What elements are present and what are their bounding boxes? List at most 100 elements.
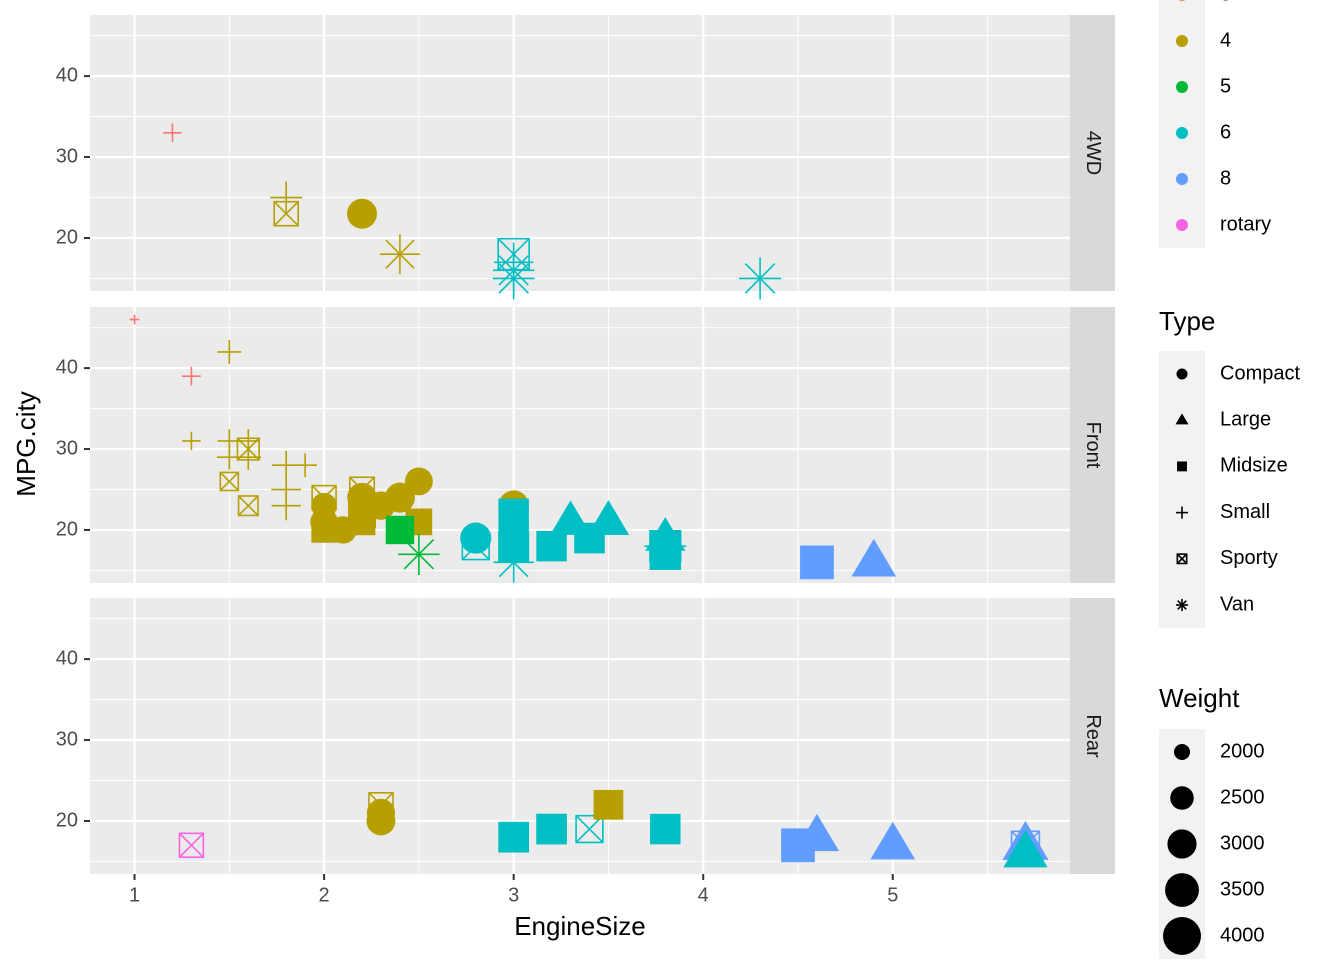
y-tick-label: 20 <box>56 809 78 831</box>
point-shape <box>1176 368 1188 380</box>
y-tick-label: 20 <box>56 226 78 248</box>
point-shape <box>851 538 897 577</box>
point-shape <box>794 813 840 852</box>
legend-key <box>1175 413 1189 425</box>
legend-label: 2500 <box>1220 786 1265 808</box>
legend-label: 3000 <box>1220 832 1265 854</box>
point <box>460 522 492 554</box>
point-shape <box>236 437 260 461</box>
point-shape <box>649 530 681 562</box>
facet-label: Rear <box>1082 714 1104 758</box>
legend-label: 5 <box>1220 75 1231 97</box>
legend-key <box>1176 35 1188 47</box>
point-shape <box>237 495 259 516</box>
point-shape <box>366 806 396 836</box>
point <box>398 533 440 575</box>
point <box>270 181 303 214</box>
panel-background <box>90 15 1070 291</box>
point <box>498 821 529 853</box>
point <box>575 814 604 844</box>
point-shape <box>536 813 567 845</box>
legend-title: Weight <box>1159 683 1240 713</box>
facet-strip <box>1070 307 1115 583</box>
point-shape <box>347 198 378 229</box>
x-axis-title: EngineSize <box>514 911 646 941</box>
legend-key-background <box>1159 351 1205 629</box>
point-shape <box>1176 553 1188 565</box>
y-tick-label: 20 <box>56 518 78 540</box>
legend-key <box>1163 917 1201 955</box>
legend-label: 8 <box>1220 167 1231 189</box>
point-shape <box>498 547 529 578</box>
point-shape <box>273 200 299 227</box>
point <box>650 813 681 845</box>
point <box>492 257 535 300</box>
y-tick-label: 30 <box>56 437 78 459</box>
point <box>794 813 840 852</box>
legend-title: Type <box>1159 306 1215 336</box>
y-tick-label: 30 <box>56 728 78 750</box>
point <box>800 545 834 580</box>
point-shape <box>178 832 204 858</box>
legend-key <box>1167 829 1197 859</box>
point-shape <box>1177 461 1187 472</box>
point-shape <box>536 530 567 562</box>
point <box>163 123 182 143</box>
x-tick-label: 1 <box>129 884 140 906</box>
y-tick-label: 30 <box>56 145 78 167</box>
point-shape <box>237 495 259 517</box>
point-shape <box>498 263 529 294</box>
legend-label: rotary <box>1220 213 1271 235</box>
point <box>182 431 201 451</box>
point <box>273 200 299 227</box>
point-shape <box>800 545 834 580</box>
legend-label: 4000 <box>1220 924 1265 946</box>
legend-key <box>1176 81 1188 93</box>
point-shape <box>219 471 240 492</box>
legend-label: Large <box>1220 408 1271 430</box>
point <box>385 515 415 545</box>
point-shape <box>461 531 490 561</box>
point <box>587 500 630 535</box>
point <box>347 198 378 229</box>
point <box>536 530 567 562</box>
x-tick-label: 5 <box>887 884 898 906</box>
point <box>493 542 534 583</box>
legend-key <box>1176 553 1188 565</box>
point-shape <box>404 467 433 496</box>
legend-label: 6 <box>1220 121 1231 143</box>
point-shape <box>1003 830 1048 868</box>
legend-label: Van <box>1220 593 1254 615</box>
point <box>217 340 242 364</box>
point-shape <box>236 437 260 461</box>
point <box>536 813 567 845</box>
legend-key <box>1170 786 1194 810</box>
point <box>644 525 687 568</box>
facet-label: 4WD <box>1082 131 1104 175</box>
point-shape <box>870 821 916 860</box>
point <box>366 806 396 836</box>
legend-label: Sporty <box>1220 547 1278 569</box>
x-tick-label: 3 <box>508 884 519 906</box>
point-shape <box>1177 600 1187 610</box>
point <box>384 482 415 513</box>
point-shape <box>587 500 630 535</box>
legend-key <box>1176 173 1188 185</box>
legend-label: 3 <box>1220 0 1231 5</box>
legend-label: Compact <box>1220 362 1300 384</box>
point <box>1003 830 1048 868</box>
point <box>379 234 420 275</box>
point-shape <box>744 263 776 294</box>
y-tick-label: 40 <box>56 647 78 669</box>
point <box>293 453 317 478</box>
point-shape <box>575 814 604 844</box>
x-tick-label: 2 <box>319 884 330 906</box>
point <box>851 538 897 577</box>
facet-strip <box>1070 598 1115 874</box>
point-shape <box>593 789 624 820</box>
point-shape <box>385 239 415 269</box>
point-shape <box>384 482 415 513</box>
point <box>129 314 140 325</box>
point <box>593 789 624 820</box>
